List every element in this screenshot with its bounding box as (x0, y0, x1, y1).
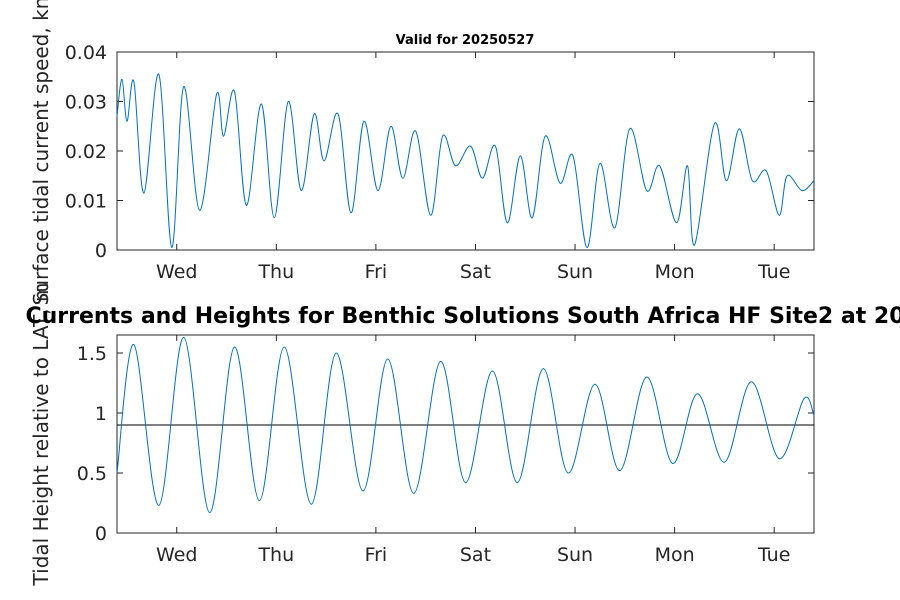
current-speed-x-tick-label-tue: Tue (757, 261, 790, 283)
tidal-height-x-tick-label-tue: Tue (757, 544, 790, 566)
tidal-height-y-tick-label: 1.5 (77, 343, 107, 365)
current-speed-x-tick-label-sat: Sat (460, 261, 491, 283)
tidal-height-y-tick-label: 0 (95, 523, 107, 545)
current-speed-y-tick-label: 0.03 (65, 92, 107, 114)
current-speed-series-line (116, 73, 815, 249)
current-speed-y-tick-label: 0.04 (65, 42, 107, 64)
tidal-height-series-line (116, 336, 815, 514)
current-speed-y-tick-label: 0.01 (65, 191, 107, 213)
current-speed-x-ticks: Wed Thu Fri Sat Sun Mon Tue (156, 52, 790, 283)
tidal-height-plot-area (116, 334, 815, 534)
tidal-height-panel: 0 0.5 1 1.5 Wed Thu Fri Sat Sun Mon Tue Tidal Hei… (29, 283, 815, 587)
tidal-height-y-tick-label: 1 (95, 403, 107, 425)
tidal-height-x-ticks: Wed Thu Fri Sat Sun Mon Tue (156, 335, 790, 566)
current-speed-y-tick-label: 0 (95, 240, 107, 262)
tidal-height-x-tick-label-wed: Wed (156, 544, 197, 566)
figure-main-title: Currents and Heights for Benthic Solutio… (25, 304, 900, 329)
current-speed-subtitle: Valid for 20250527 (396, 33, 535, 48)
current-speed-x-tick-label-sun: Sun (557, 261, 593, 283)
current-speed-x-tick-label-thu: Thu (257, 261, 294, 283)
current-speed-x-tick-label-mon: Mon (655, 261, 695, 283)
current-speed-y-ticks: 0 0.01 0.02 0.03 0.04 (65, 42, 814, 262)
tidal-height-y-ticks: 0 0.5 1 1.5 (77, 343, 814, 545)
tidal-height-x-tick-label-sun: Sun (557, 544, 593, 566)
tidal-height-y-axis-label: Tidal Height relative to LAT, m (29, 283, 53, 587)
tidal-height-x-tick-label-fri: Fri (365, 544, 388, 566)
current-speed-y-tick-label: 0.02 (65, 141, 107, 163)
tidal-height-x-tick-label-sat: Sat (460, 544, 491, 566)
current-speed-x-tick-label-wed: Wed (156, 261, 197, 283)
tidal-height-x-tick-label-thu: Thu (257, 544, 294, 566)
current-speed-panel: 00.010.020.030.04 Wed Thu Fri Sat Sun Mon Tue … (29, 0, 815, 305)
tidal-height-x-tick-label-mon: Mon (655, 544, 695, 566)
tidal-height-y-tick-label: 0.5 (77, 463, 107, 485)
current-speed-x-tick-label-fri: Fri (365, 261, 388, 283)
current-speed-y-axis-label: Surface tidal current speed, kn (29, 0, 53, 305)
